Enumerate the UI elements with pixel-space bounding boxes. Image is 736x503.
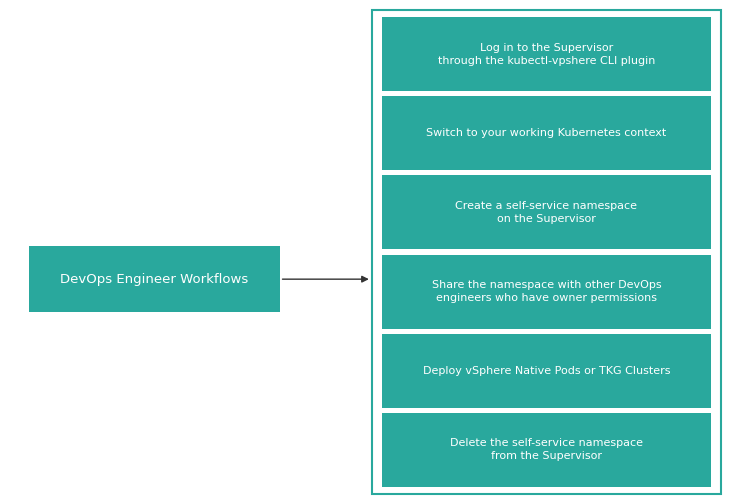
Text: Switch to your working Kubernetes context: Switch to your working Kubernetes contex… xyxy=(426,128,667,138)
Text: DevOps Engineer Workflows: DevOps Engineer Workflows xyxy=(60,273,249,286)
Text: Share the namespace with other DevOps
engineers who have owner permissions: Share the namespace with other DevOps en… xyxy=(432,280,661,303)
Bar xyxy=(382,96,711,171)
Bar xyxy=(382,413,711,487)
Text: Log in to the Supervisor
through the kubectl-vpshere CLI plugin: Log in to the Supervisor through the kub… xyxy=(438,43,655,66)
Bar xyxy=(382,17,711,91)
Text: Deploy vSphere Native Pods or TKG Clusters: Deploy vSphere Native Pods or TKG Cluste… xyxy=(422,366,670,376)
Bar xyxy=(372,10,721,494)
Text: Delete the self-service namespace
from the Supervisor: Delete the self-service namespace from t… xyxy=(450,438,643,461)
Bar xyxy=(382,333,711,408)
Text: Create a self-service namespace
on the Supervisor: Create a self-service namespace on the S… xyxy=(456,201,637,224)
Bar xyxy=(382,255,711,328)
Bar xyxy=(29,246,280,312)
Bar xyxy=(382,176,711,249)
